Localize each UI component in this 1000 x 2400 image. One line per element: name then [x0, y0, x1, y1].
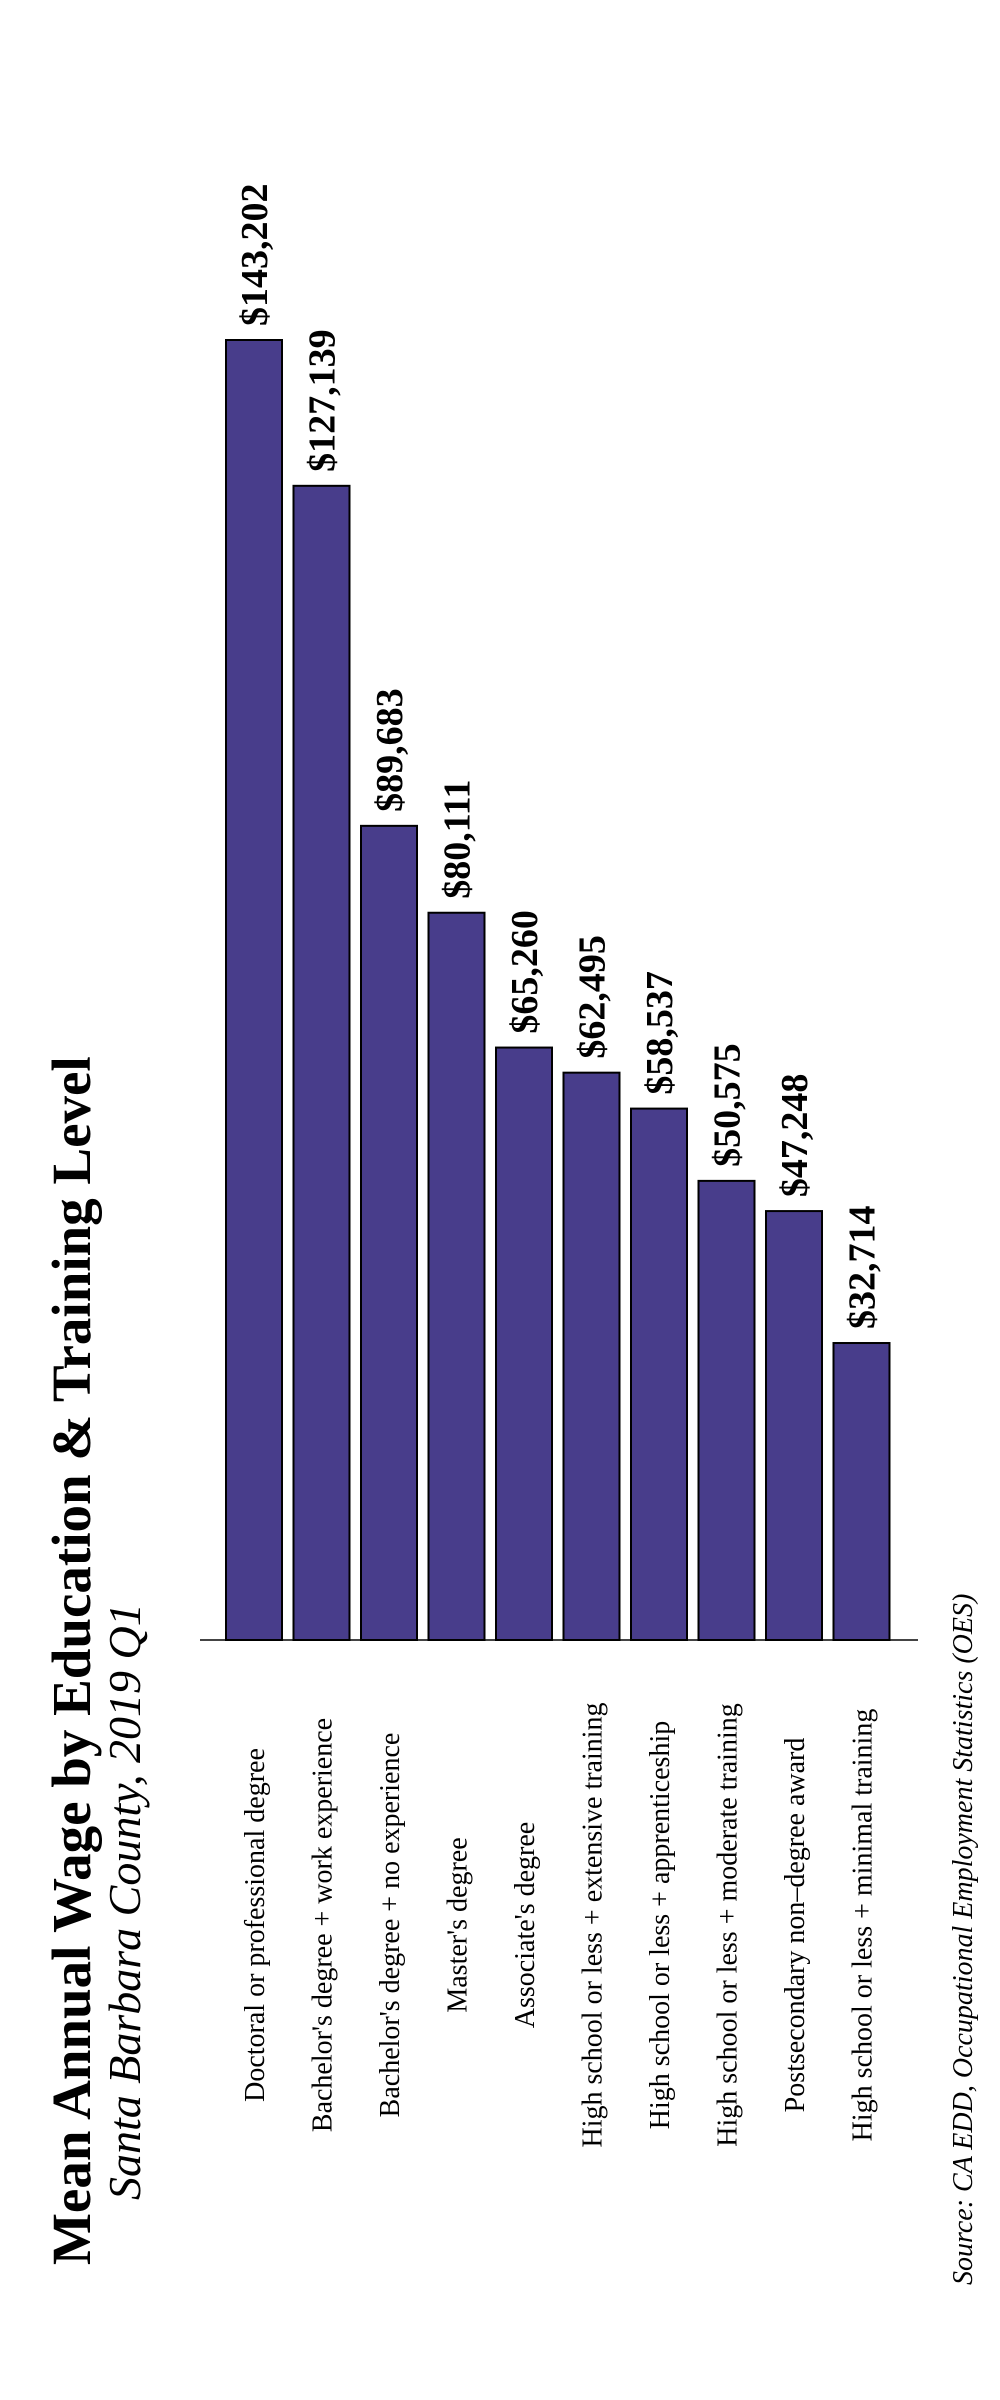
value-label-7: $50,575 — [707, 1043, 749, 1167]
value-label-9: $32,714 — [842, 1206, 884, 1330]
category-label-4: Associate's degree — [510, 1822, 541, 2028]
bar-5 — [562, 1071, 621, 1641]
subtitle-place: Santa Barbara County — [99, 1783, 150, 2200]
subtitle-period: 2019 Q1 — [99, 1603, 150, 1763]
value-label-8: $47,248 — [774, 1074, 816, 1198]
category-label-7: High school or less + moderate training — [713, 1703, 744, 2146]
category-label-8: Postsecondary non–degree award — [780, 1738, 811, 2113]
bar-7 — [697, 1179, 756, 1642]
value-label-3: $80,111 — [437, 779, 479, 898]
bar-0 — [225, 339, 283, 1641]
value-label-6: $58,537 — [639, 971, 681, 1095]
value-label-0: $143,202 — [234, 184, 276, 327]
bar-1 — [292, 484, 351, 1641]
category-label-0: Doctoral or professional degree — [240, 1748, 271, 2102]
bar-2 — [360, 824, 418, 1641]
category-label-5: High school or less + extensive training — [578, 1702, 609, 2147]
category-label-2: Bachelor's degree + no experience — [375, 1733, 406, 2118]
value-label-2: $89,683 — [369, 688, 411, 812]
value-label-5: $62,495 — [572, 935, 614, 1059]
subtitle-separator: , — [99, 1763, 150, 1786]
category-label-6: High school or less + apprenticeship — [645, 1721, 676, 2130]
bar-9 — [832, 1342, 891, 1642]
value-labels-group: $143,202 $127,139 $89,683 $80,111 $65,260 $62… — [234, 184, 884, 1330]
category-label-1: Bachelor's degree + work experience — [308, 1718, 339, 2132]
chart-title: Mean Annual Wage by Education & Training… — [41, 1056, 102, 2265]
value-label-4: $65,260 — [504, 910, 546, 1034]
category-label-9: High school or less + minimal training — [848, 1709, 879, 2142]
bars-group — [225, 339, 891, 1642]
bar-3 — [427, 911, 486, 1641]
value-label-1: $127,139 — [302, 329, 344, 472]
bar-4 — [495, 1046, 553, 1641]
source-note: Source: CA EDD, Occupational Employment … — [948, 1594, 979, 2285]
chart-subtitle: Santa Barbara County, 2019 Q1 — [99, 1603, 150, 2200]
category-label-3: Master's degree — [443, 1837, 474, 2012]
category-labels-group: Doctoral or professional degree Bachelor'… — [240, 1702, 879, 2147]
bar-8 — [765, 1210, 823, 1641]
bar-6 — [630, 1107, 688, 1641]
